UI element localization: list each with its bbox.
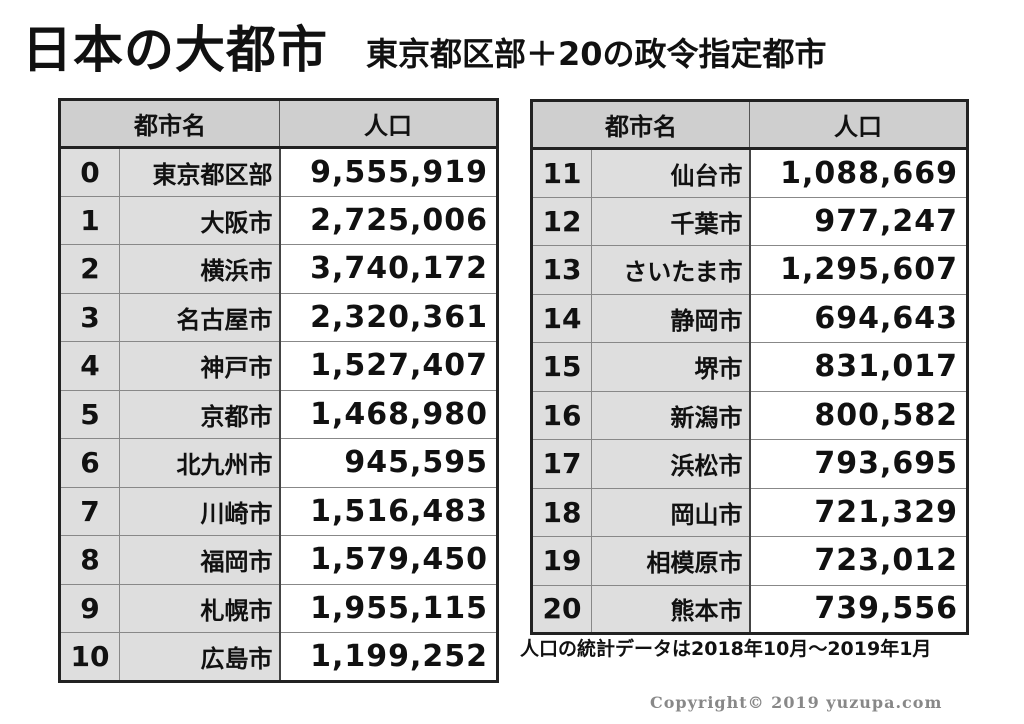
- table-row: 15 堺市 831,017: [531, 342, 968, 392]
- population-value: 1,468,980: [279, 389, 498, 439]
- row-index: 12: [531, 196, 592, 246]
- city-name: 北九州市: [119, 438, 281, 488]
- header-city-name: 都市名: [59, 99, 280, 149]
- city-name: 川崎市: [119, 486, 281, 536]
- city-name: 東京都区部: [119, 147, 281, 197]
- city-name: 名古屋市: [119, 292, 281, 342]
- row-index: 13: [531, 245, 592, 295]
- table-row: 16 新潟市 800,582: [531, 390, 968, 440]
- population-value: 1,516,483: [279, 486, 498, 536]
- table-row: 7 川崎市 1,516,483: [59, 486, 498, 536]
- city-name: 熊本市: [591, 584, 751, 634]
- header-population: 人口: [749, 100, 968, 150]
- table-row: 11 仙台市 1,088,669: [531, 148, 968, 198]
- row-index: 16: [531, 390, 592, 440]
- copyright-text: Copyright© 2019 yuzupa.com: [650, 693, 943, 712]
- table-body: 11 仙台市 1,088,669 12 千葉市 977,247 13 さいたま市 1,295,6…: [531, 148, 968, 634]
- table-row: 20 熊本市 739,556: [531, 584, 968, 634]
- row-index: 0: [59, 147, 120, 197]
- header-city-name: 都市名: [531, 100, 750, 150]
- city-name: 神戸市: [119, 341, 281, 391]
- city-name: 福岡市: [119, 535, 281, 585]
- table-row: 1 大阪市 2,725,006: [59, 195, 498, 245]
- population-value: 1,199,252: [279, 632, 498, 682]
- table-row: 5 京都市 1,468,980: [59, 389, 498, 439]
- city-name: 新潟市: [591, 390, 751, 440]
- row-index: 10: [59, 632, 120, 682]
- population-value: 739,556: [749, 584, 968, 634]
- population-value: 721,329: [749, 487, 968, 537]
- row-index: 2: [59, 244, 120, 294]
- population-value: 800,582: [749, 390, 968, 440]
- population-value: 2,320,361: [279, 292, 498, 342]
- table-row: 8 福岡市 1,579,450: [59, 535, 498, 585]
- table-row: 9 札幌市 1,955,115: [59, 583, 498, 633]
- table-header-row: 都市名 人口: [59, 99, 498, 149]
- row-index: 5: [59, 389, 120, 439]
- page-title: 日本の大都市: [22, 21, 328, 79]
- row-index: 6: [59, 438, 120, 488]
- table-header-row: 都市名 人口: [531, 100, 968, 150]
- city-name: 静岡市: [591, 293, 751, 343]
- page-subtitle: 東京都区部＋20の政令指定都市: [366, 35, 827, 73]
- population-value: 793,695: [749, 439, 968, 489]
- city-name: 浜松市: [591, 439, 751, 489]
- row-index: 1: [59, 195, 120, 245]
- population-value: 1,527,407: [279, 341, 498, 391]
- row-index: 4: [59, 341, 120, 391]
- row-index: 17: [531, 439, 592, 489]
- population-value: 1,295,607: [749, 245, 968, 295]
- population-table-right: 都市名 人口 11 仙台市 1,088,669 12 千葉市 977,247 13 さいたま市…: [530, 99, 969, 635]
- population-value: 723,012: [749, 536, 968, 586]
- table-row: 18 岡山市 721,329: [531, 487, 968, 537]
- population-value: 945,595: [279, 438, 498, 488]
- population-value: 1,088,669: [749, 148, 968, 198]
- city-name: 岡山市: [591, 487, 751, 537]
- table-row: 13 さいたま市 1,295,607: [531, 245, 968, 295]
- row-index: 3: [59, 292, 120, 342]
- population-value: 1,579,450: [279, 535, 498, 585]
- city-name: 相模原市: [591, 536, 751, 586]
- row-index: 14: [531, 293, 592, 343]
- row-index: 8: [59, 535, 120, 585]
- table-row: 10 広島市 1,199,252: [59, 632, 498, 682]
- header-population: 人口: [279, 99, 498, 149]
- table-row: 14 静岡市 694,643: [531, 293, 968, 343]
- city-name: 堺市: [591, 342, 751, 392]
- city-name: 千葉市: [591, 196, 751, 246]
- table-row: 17 浜松市 793,695: [531, 439, 968, 489]
- table-row: 6 北九州市 945,595: [59, 438, 498, 488]
- city-name: 広島市: [119, 632, 281, 682]
- city-name: 仙台市: [591, 148, 751, 198]
- population-value: 2,725,006: [279, 195, 498, 245]
- row-index: 9: [59, 583, 120, 633]
- data-source-note: 人口の統計データは2018年10月～2019年1月: [520, 638, 932, 660]
- table-row: 12 千葉市 977,247: [531, 196, 968, 246]
- table-row: 4 神戸市 1,527,407: [59, 341, 498, 391]
- city-name: 横浜市: [119, 244, 281, 294]
- table-row: 2 横浜市 3,740,172: [59, 244, 498, 294]
- city-name: さいたま市: [591, 245, 751, 295]
- population-value: 1,955,115: [279, 583, 498, 633]
- city-name: 京都市: [119, 389, 281, 439]
- row-index: 19: [531, 536, 592, 586]
- table-row: 0 東京都区部 9,555,919: [59, 147, 498, 197]
- table-row: 3 名古屋市 2,320,361: [59, 292, 498, 342]
- row-index: 18: [531, 487, 592, 537]
- table-row: 19 相模原市 723,012: [531, 536, 968, 586]
- table-body: 0 東京都区部 9,555,919 1 大阪市 2,725,006 2 横浜市 3,740,17…: [59, 147, 498, 682]
- city-name: 札幌市: [119, 583, 281, 633]
- population-value: 831,017: [749, 342, 968, 392]
- row-index: 11: [531, 148, 592, 198]
- population-value: 9,555,919: [279, 147, 498, 197]
- row-index: 15: [531, 342, 592, 392]
- population-value: 977,247: [749, 196, 968, 246]
- row-index: 20: [531, 584, 592, 634]
- city-name: 大阪市: [119, 195, 281, 245]
- population-value: 694,643: [749, 293, 968, 343]
- row-index: 7: [59, 486, 120, 536]
- population-table-left: 都市名 人口 0 東京都区部 9,555,919 1 大阪市 2,725,006 2 横浜市 3…: [58, 98, 499, 683]
- population-value: 3,740,172: [279, 244, 498, 294]
